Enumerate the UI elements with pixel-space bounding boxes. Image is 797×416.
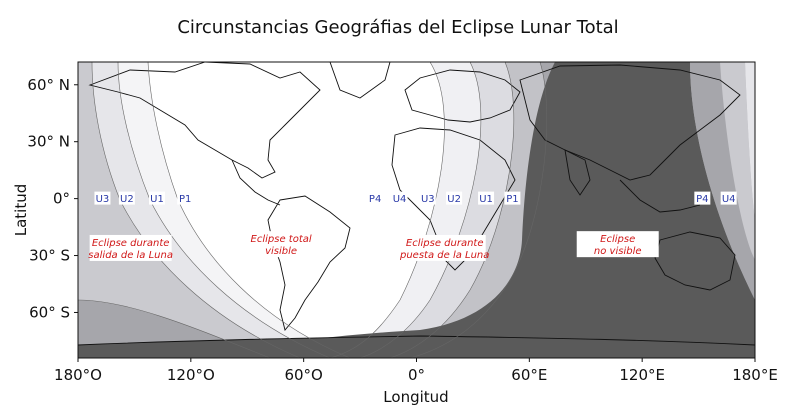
x-tick-label: 60°O: [284, 366, 322, 384]
north-america-outline: [88, 62, 321, 179]
contact-label-u4: U4: [720, 191, 737, 205]
contact-label-u2: U2: [118, 191, 135, 205]
x-tick-label: 60°E: [511, 366, 547, 384]
region-label-line: salida de la Luna: [88, 250, 173, 261]
map-plot-area: U3 U2 U1 P1 P4 U4 U3 U2 U1 P1 P4 U4 Eclipse durante…: [78, 62, 755, 358]
contact-label-p4: P4: [694, 191, 711, 205]
not-visible-region: [200, 62, 755, 358]
contact-label-text: U4: [393, 194, 407, 205]
y-tick-label: 30° S: [29, 247, 70, 265]
region-label-bg: [403, 234, 486, 261]
contact-label-bg: [391, 191, 408, 205]
contact-label-bg: [720, 191, 737, 205]
y-tick-label: 30° N: [27, 133, 70, 151]
band-boundaries: [78, 62, 548, 358]
southeast-asia-outline: [619, 179, 701, 213]
contact-label-bg: [419, 191, 436, 205]
contact-label-u3: U3: [419, 191, 436, 205]
region-label-line: no visible: [594, 246, 642, 257]
y-tick-label: 60° S: [29, 303, 70, 321]
contact-label-text: U3: [96, 194, 110, 205]
region-label-bg: [89, 234, 172, 261]
europe-outline: [404, 69, 521, 123]
moonrise-band-3: [78, 62, 270, 358]
contact-label-p1: P1: [177, 191, 194, 205]
contact-label-bg: [148, 191, 165, 205]
region-label-line: visible: [265, 246, 297, 257]
contact-label-p1: P1: [504, 191, 521, 205]
contact-label-bg: [446, 191, 463, 205]
antarctica-outline: [78, 335, 755, 346]
contact-label-text: P4: [696, 194, 708, 205]
region-label-line: puesta de la Luna: [399, 250, 489, 261]
region-label-line: Eclipse total: [251, 234, 312, 245]
contact-label-bg: [94, 191, 111, 205]
region-label-line: Eclipse durante: [92, 238, 170, 249]
australia-outline: [654, 231, 736, 291]
moonrise-band-2: [78, 62, 300, 358]
contact-label-text: U2: [447, 194, 461, 205]
chart-title: Circunstancias Geográfias del Eclipse Lu…: [177, 17, 618, 38]
antarctica-shade: [78, 336, 755, 358]
region-label-line: Eclipse: [600, 234, 635, 245]
x-tick-label: 120°O: [167, 366, 215, 384]
contact-label-text: U1: [479, 194, 493, 205]
east-band-right-3: [745, 62, 755, 220]
contact-labels: U3 U2 U1 P1 P4 U4 U3 U2 U1 P1 P4 U4: [94, 191, 737, 205]
contact-label-bg: [478, 191, 495, 205]
central-america-outline: [231, 159, 281, 206]
contact-label-text: P4: [369, 194, 381, 205]
contact-label-u1: U1: [148, 191, 165, 205]
y-axis-ticks: 60° N 30° N 0° 30° S 60° S: [27, 76, 78, 321]
region-label-bg: [240, 231, 323, 258]
contact-label-p4: P4: [367, 191, 384, 205]
east-band-right-1: [690, 62, 755, 300]
contact-label-bg: [504, 191, 521, 205]
east-band-right-2: [720, 62, 755, 260]
region-label-line: Eclipse durante: [406, 238, 484, 249]
region-label-bg: [576, 231, 659, 258]
x-tick-label: 120°E: [619, 366, 665, 384]
x-axis-label: Longitud: [383, 388, 448, 406]
contact-label-u4: U4: [391, 191, 408, 205]
x-tick-label: 180°E: [732, 366, 778, 384]
contact-label-text: U1: [150, 194, 164, 205]
moonrise-band-0: [118, 62, 350, 358]
contact-label-text: U3: [421, 194, 435, 205]
x-tick-label: 180°O: [54, 366, 102, 384]
contact-label-bg: [694, 191, 711, 205]
asia-outline: [519, 64, 741, 181]
contact-label-bg: [118, 191, 135, 205]
y-tick-label: 60° N: [27, 76, 70, 94]
india-outline: [564, 149, 591, 196]
y-tick-label: 0°: [53, 190, 70, 208]
contact-label-u1: U1: [478, 191, 495, 205]
greenland-outline: [329, 62, 391, 99]
contact-label-u2: U2: [446, 191, 463, 205]
x-tick-label: 0°: [408, 366, 425, 384]
contact-label-bg: [177, 191, 194, 205]
contact-label-text: P1: [179, 194, 191, 205]
contact-label-bg: [367, 191, 384, 205]
contact-label-text: U4: [722, 194, 736, 205]
contact-label-text: U2: [120, 194, 134, 205]
y-axis-label: Latitud: [12, 184, 30, 237]
x-axis-ticks: 180°O 120°O 60°O 0° 60°E 120°E 180°E: [54, 358, 778, 384]
contact-label-text: P1: [506, 194, 518, 205]
contact-label-u3: U3: [94, 191, 111, 205]
